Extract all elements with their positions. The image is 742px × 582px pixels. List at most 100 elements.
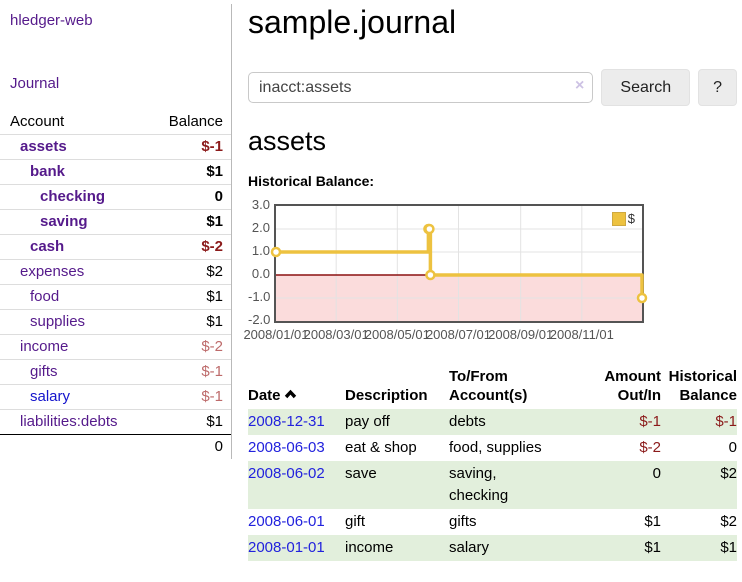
x-tick-label: 2008/07/01 — [425, 327, 492, 342]
hledger-web-app: hledger-web Journal Account Balance asse… — [0, 4, 742, 582]
account-link[interactable]: checking — [40, 188, 106, 205]
account-row: checking 0 — [0, 184, 231, 209]
account-balance: $1 — [206, 413, 223, 430]
chart-canvas — [270, 206, 648, 321]
date-cell: 2008-01-01 — [248, 535, 345, 561]
x-tick-label: 2008/05/01 — [364, 327, 430, 342]
register-rows: 2008-12-31 pay off debts $-1 $-1 2008-06-03 ea… — [248, 409, 737, 561]
description-column-header: Description — [345, 387, 428, 404]
y-tick-label: 3.0 — [251, 197, 270, 212]
amount-cell: $-1 — [639, 413, 661, 430]
x-tick-label: 2008/11/01 — [549, 327, 614, 342]
balance-cell: $2 — [720, 465, 737, 482]
brand-link[interactable]: hledger-web — [10, 12, 93, 29]
account-balance: $1 — [206, 288, 223, 305]
account-heading: assets — [248, 126, 327, 156]
accounts-total-value: 0 — [214, 438, 223, 455]
register-row: 2008-06-03 eat & shop food, supplies $-2 0 — [248, 435, 737, 461]
sidebar: hledger-web Journal Account Balance asse… — [0, 4, 232, 459]
date-cell: 2008-06-03 — [248, 435, 345, 461]
accounts-rows: assets $-1 bank $1 checking 0 saving $1 cash $-2 e… — [0, 134, 231, 434]
accounts-column-header: To/From Account(s) — [449, 368, 528, 404]
chart-plot-area: $ — [270, 204, 648, 323]
account-row: assets $-1 — [0, 134, 231, 159]
chart-legend: $ — [611, 211, 635, 226]
account-balance: $-1 — [201, 138, 223, 155]
amount-cell: 0 — [652, 465, 661, 482]
accounts-cell: gifts — [449, 513, 477, 530]
account-balance: $-1 — [201, 363, 223, 380]
register-table: Date Description To/From Account(s) Amou… — [248, 365, 737, 561]
transaction-date-link[interactable]: 2008-06-01 — [248, 513, 325, 530]
register-row: 2008-12-31 pay off debts $-1 $-1 — [248, 409, 737, 435]
description-cell: eat & shop — [345, 439, 417, 456]
account-row: food $1 — [0, 284, 231, 309]
account-balance: $-2 — [201, 338, 223, 355]
legend-label: $ — [627, 211, 635, 226]
main-content: sample.journal × Search ? assets Histori… — [243, 4, 742, 561]
chart-title: Historical Balance: — [248, 173, 375, 189]
help-button[interactable]: ? — [698, 69, 737, 106]
accounts-total-row: 0 — [0, 434, 231, 459]
account-row: income $-2 — [0, 334, 231, 359]
search-input[interactable] — [248, 72, 594, 103]
clear-search-icon[interactable]: × — [575, 77, 585, 94]
accounts-cell: saving, checking — [449, 465, 509, 504]
balance-column-header: Historical Balance — [668, 368, 737, 404]
account-link[interactable]: food — [30, 288, 60, 305]
search-button[interactable]: Search — [601, 69, 691, 106]
search-box: × — [248, 72, 594, 103]
balance-cell: $-1 — [715, 413, 737, 430]
amount-cell: $1 — [644, 513, 661, 530]
register-header-row: Date Description To/From Account(s) Amou… — [248, 365, 737, 409]
accounts-cell: debts — [449, 413, 486, 430]
account-row: gifts $-1 — [0, 359, 231, 384]
account-balance: $-2 — [201, 238, 223, 255]
account-balance: $1 — [206, 313, 223, 330]
account-link[interactable]: supplies — [30, 313, 86, 330]
balance-cell: 0 — [728, 439, 737, 456]
description-cell: gift — [345, 513, 366, 530]
transaction-date-link[interactable]: 2008-06-03 — [248, 439, 325, 456]
accounts-table-header: Account Balance — [0, 110, 231, 134]
transaction-date-link[interactable]: 2008-01-01 — [248, 539, 325, 556]
x-tick-label: 2008/01/01 — [243, 327, 309, 342]
account-row: saving $1 — [0, 209, 231, 234]
accounts-cell: food, supplies — [449, 439, 542, 456]
description-cell: pay off — [345, 413, 390, 430]
amount-cell: $1 — [644, 539, 661, 556]
account-link[interactable]: income — [20, 338, 69, 355]
date-cell: 2008-06-02 — [248, 461, 345, 509]
account-row: supplies $1 — [0, 309, 231, 334]
date-column-header[interactable]: Date — [248, 365, 345, 409]
page-title: sample.journal — [248, 4, 457, 40]
date-cell: 2008-12-31 — [248, 409, 345, 435]
account-balance: $1 — [206, 213, 223, 230]
account-link[interactable]: expenses — [20, 263, 85, 280]
sidebar-item-journal[interactable]: Journal — [10, 75, 60, 92]
y-tick-label: -1.0 — [248, 289, 271, 304]
account-row: expenses $2 — [0, 259, 231, 284]
account-link[interactable]: gifts — [30, 363, 58, 380]
account-link[interactable]: saving — [40, 213, 88, 230]
account-balance: $1 — [206, 163, 223, 180]
transaction-date-link[interactable]: 2008-12-31 — [248, 413, 325, 430]
account-balance: $2 — [206, 263, 223, 280]
account-link[interactable]: cash — [30, 238, 65, 255]
legend-swatch-icon — [611, 211, 626, 226]
x-tick-label: 2008/09/01 — [488, 327, 554, 342]
register-row: 2008-01-01 income salary $1 $1 — [248, 535, 737, 561]
account-link[interactable]: bank — [30, 163, 66, 180]
register-row: 2008-06-01 gift gifts $1 $2 — [248, 509, 737, 535]
account-link[interactable]: assets — [20, 138, 67, 155]
account-row: bank $1 — [0, 159, 231, 184]
transaction-date-link[interactable]: 2008-06-02 — [248, 465, 325, 482]
account-link[interactable]: salary — [30, 388, 71, 405]
amount-column-header: Amount Out/In — [604, 368, 661, 404]
account-link[interactable]: liabilities:debts — [20, 413, 118, 430]
account-row: salary $-1 — [0, 384, 231, 409]
balance-cell: $2 — [720, 513, 737, 530]
date-cell: 2008-06-01 — [248, 509, 345, 535]
register-row: 2008-06-02 save saving, checking 0 $2 — [248, 461, 737, 509]
amount-cell: $-2 — [639, 439, 661, 456]
